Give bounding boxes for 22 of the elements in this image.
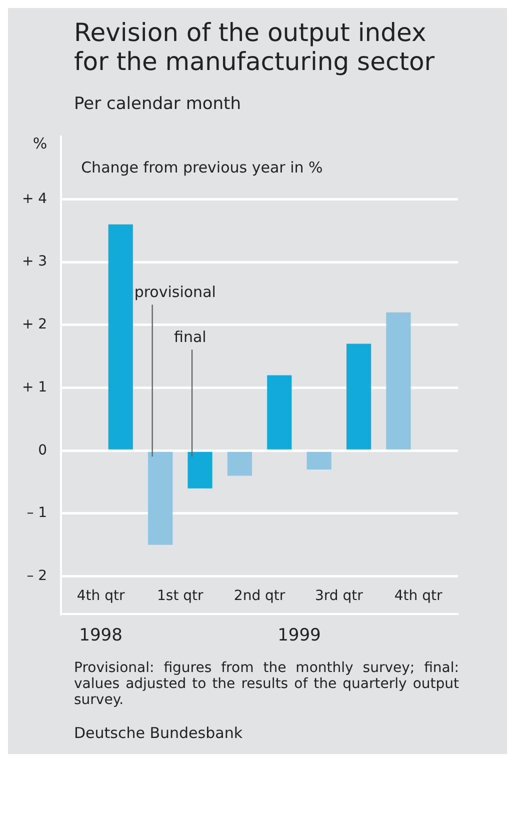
y-axis-title: % xyxy=(32,134,48,152)
text: Deutsche Bundesbank xyxy=(74,724,244,742)
text: 1998 xyxy=(79,625,122,646)
y-tick-label: + 4 xyxy=(22,190,48,207)
text: Provisional: figures from the monthly survey; final: values adjusted to the results of the quarterly output survey. xyxy=(74,660,459,708)
y-tick-label: – 1 xyxy=(26,505,48,522)
x-tick-label: 3rd qtr xyxy=(314,588,364,604)
x-tick-label: 4th qtr xyxy=(394,588,442,604)
y-tick-label: + 3 xyxy=(22,254,48,270)
chart-subtitle: Per calendar month xyxy=(74,94,242,114)
text: 1999 xyxy=(278,625,321,646)
chart-title: Revision of the output index for the manufacturing sector xyxy=(74,18,436,76)
x-tick-label: 2nd qtr xyxy=(234,588,286,604)
y-tick-label: + 1 xyxy=(22,379,48,396)
y-tick-label: – 2 xyxy=(26,568,48,584)
x-tick-label: 4th qtr xyxy=(76,588,125,604)
x-tick-label: 1st qtr xyxy=(157,588,204,604)
y-tick-label: + 2 xyxy=(22,316,48,333)
text: provisional xyxy=(134,283,216,301)
text: final xyxy=(174,328,206,346)
y-tick-label: 0 xyxy=(38,442,48,458)
annotation: Change from previous year in % xyxy=(81,158,323,176)
